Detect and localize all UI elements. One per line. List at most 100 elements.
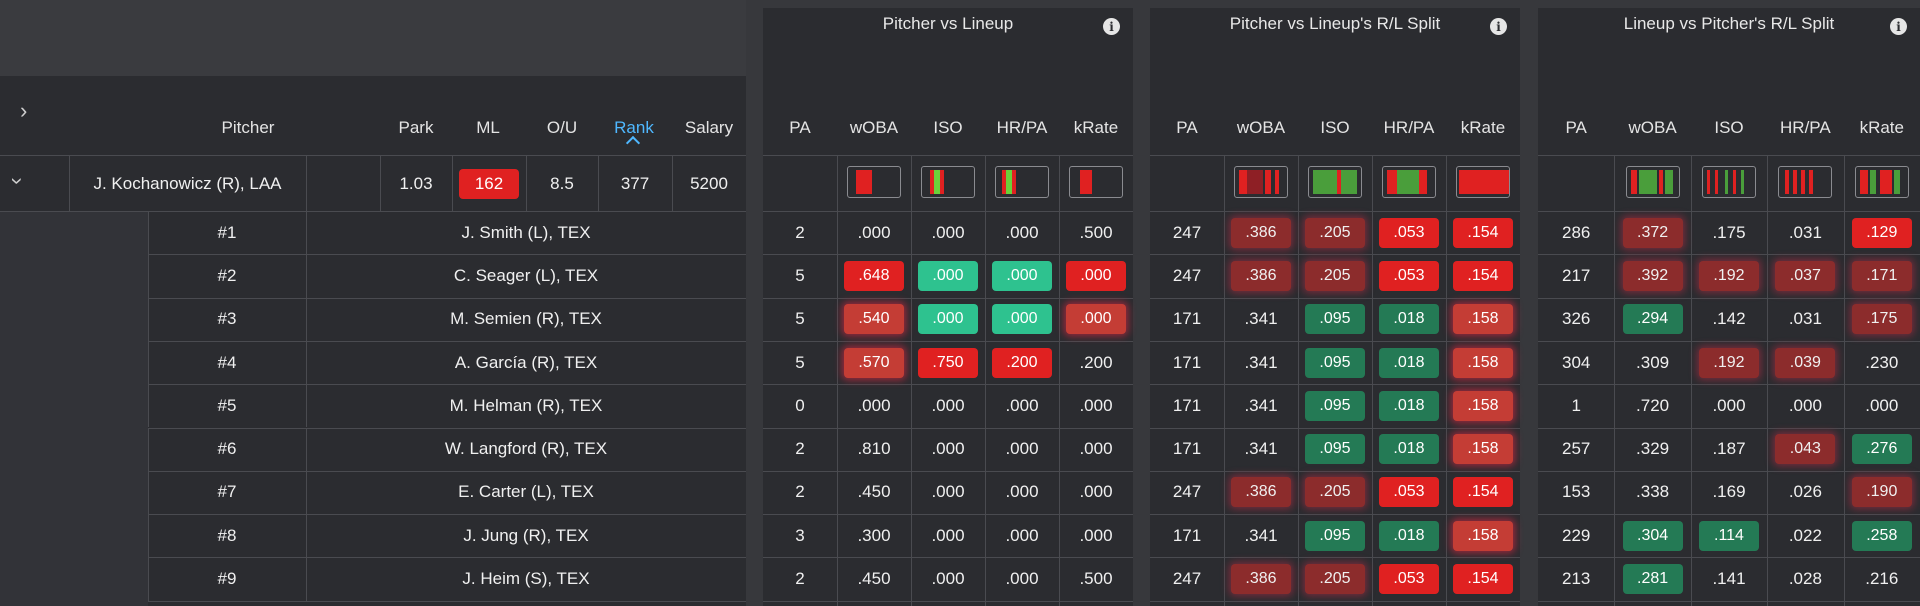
header-rank[interactable]: Rank: [614, 118, 654, 137]
stat-badge: .000: [918, 304, 978, 335]
divider: [763, 340, 1133, 342]
header-salary[interactable]: Salary: [684, 118, 734, 137]
stat-cell: .000: [1712, 395, 1746, 415]
stat-cell: .031: [1788, 309, 1822, 329]
divider: [1538, 254, 1920, 256]
stat-badge: .095: [1305, 390, 1365, 421]
divider: [148, 254, 149, 298]
stat-badge: .018: [1379, 434, 1439, 465]
divider: [0, 211, 746, 212]
stat-cell: 5: [795, 265, 805, 285]
stat-badge: .386: [1231, 260, 1291, 291]
header-ml[interactable]: ML: [476, 118, 500, 137]
column-header[interactable]: wOBA: [849, 118, 899, 137]
header-park[interactable]: Park: [398, 118, 434, 137]
info-icon[interactable]: i: [1490, 18, 1507, 35]
stat-cell: .000: [1005, 569, 1039, 589]
stat-badge: .154: [1453, 217, 1513, 248]
stat-cell: 247: [1172, 265, 1202, 285]
distribution-bar: [1456, 166, 1510, 198]
stat-cell: .000: [931, 439, 965, 459]
stat-cell: .043: [1767, 428, 1843, 471]
column-header[interactable]: ISO: [1320, 118, 1350, 137]
divider: [1538, 427, 1920, 429]
stat-badge: .386: [1231, 477, 1291, 508]
column-header[interactable]: kRate: [1073, 118, 1119, 137]
collapse-chevron-down-icon[interactable]: ›: [5, 177, 31, 185]
divider: [1843, 155, 1845, 606]
stat-badge: .037: [1775, 260, 1836, 291]
info-icon[interactable]: i: [1103, 18, 1120, 35]
batter-name[interactable]: A. García (R), TEX: [454, 352, 598, 372]
stat-cell: .341: [1244, 352, 1278, 372]
divider: [1446, 155, 1447, 606]
divider: [1767, 155, 1769, 606]
stat-cell: .129: [1844, 211, 1920, 254]
stat-badge: .294: [1622, 304, 1683, 335]
stat-cell: .000: [931, 525, 965, 545]
header-ou[interactable]: O/U: [546, 118, 578, 137]
stat-cell: .000: [1005, 439, 1039, 459]
pitcher-ou: 8.5: [550, 173, 574, 193]
divider: [148, 427, 149, 471]
batter-name[interactable]: J. Jung (R), TEX: [463, 525, 589, 545]
divider: [1538, 340, 1920, 342]
stat-badge: .392: [1622, 260, 1683, 291]
column-header[interactable]: ISO: [933, 118, 963, 137]
divider: [306, 384, 307, 428]
column-header[interactable]: HR/PA: [996, 118, 1048, 137]
stat-badge: .192: [1698, 260, 1759, 291]
column-header[interactable]: wOBA: [1628, 118, 1677, 137]
stat-cell: .386: [1224, 557, 1298, 600]
batter-name[interactable]: J. Heim (S), TEX: [462, 569, 590, 589]
column-header[interactable]: wOBA: [1236, 118, 1286, 137]
batter-name[interactable]: M. Semien (R), TEX: [450, 309, 602, 329]
pitcher-name[interactable]: J. Kochanowicz (R), LAA: [93, 173, 282, 193]
column-header[interactable]: HR/PA: [1383, 118, 1435, 137]
stat-cell: .000: [1079, 395, 1113, 415]
batter-name[interactable]: E. Carter (L), TEX: [458, 482, 594, 502]
column-header[interactable]: HR/PA: [1780, 118, 1831, 137]
column-header[interactable]: PA: [1176, 118, 1198, 137]
expand-chevron-right-icon[interactable]: ›: [20, 98, 28, 123]
stat-badge: .053: [1379, 217, 1439, 248]
batter-name[interactable]: J. Smith (L), TEX: [461, 222, 591, 242]
stat-badge: .158: [1453, 520, 1513, 551]
divider: [763, 514, 1133, 516]
stat-cell: 257: [1562, 439, 1591, 459]
stat-badge: .258: [1851, 520, 1912, 551]
batting-order: #9: [217, 569, 237, 589]
info-icon[interactable]: i: [1890, 18, 1907, 35]
stat-cell: .000: [857, 222, 891, 242]
stat-cell: .392: [1614, 254, 1690, 297]
batter-name[interactable]: W. Langford (R), TEX: [444, 439, 608, 459]
divider: [1538, 470, 1920, 472]
stat-badge: .114: [1698, 520, 1759, 551]
divider: [1150, 340, 1520, 342]
stat-cell: 2: [795, 222, 805, 242]
batter-name[interactable]: C. Seager (L), TEX: [453, 265, 599, 285]
stat-cell: .386: [1224, 211, 1298, 254]
stat-badge: .154: [1453, 477, 1513, 508]
column-header[interactable]: PA: [1565, 118, 1587, 137]
column-header[interactable]: kRate: [1460, 118, 1506, 137]
column-header[interactable]: ISO: [1714, 118, 1744, 137]
stat-cell: .095: [1298, 428, 1372, 471]
stat-cell: .000: [1079, 482, 1113, 502]
batter-name[interactable]: M. Helman (R), TEX: [449, 395, 603, 415]
stat-cell: .329: [1636, 439, 1670, 459]
order-gutter: [0, 211, 148, 606]
stat-cell: .750: [911, 341, 985, 384]
stat-cell: 5: [795, 309, 805, 329]
column-header[interactable]: kRate: [1859, 118, 1904, 137]
header-pitcher[interactable]: Pitcher: [221, 118, 275, 137]
divider: [763, 384, 1133, 386]
stat-cell: 171: [1172, 525, 1202, 545]
divider: [306, 297, 307, 341]
stat-badge: .095: [1305, 347, 1365, 378]
column-header[interactable]: PA: [789, 118, 811, 137]
stat-badge: .018: [1379, 304, 1439, 335]
stat-badge: .205: [1305, 217, 1365, 248]
stat-badge: .000: [992, 260, 1052, 291]
section-title: Pitcher vs Lineup's R/L Split: [1229, 14, 1441, 33]
